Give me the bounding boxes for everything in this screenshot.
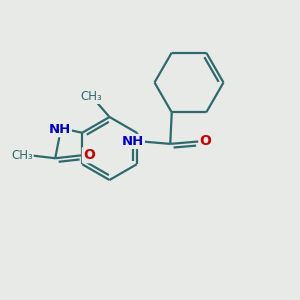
Text: O: O bbox=[200, 134, 211, 148]
Text: CH₃: CH₃ bbox=[81, 90, 102, 104]
Text: O: O bbox=[83, 148, 95, 162]
Text: CH₃: CH₃ bbox=[11, 149, 33, 162]
Text: NH: NH bbox=[122, 135, 144, 148]
Text: NH: NH bbox=[49, 123, 71, 136]
